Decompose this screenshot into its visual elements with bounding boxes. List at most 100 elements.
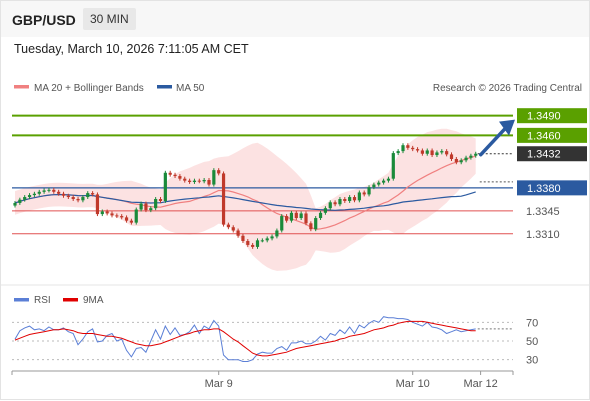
- candle: [95, 192, 100, 217]
- candle: [309, 221, 313, 232]
- candle: [362, 190, 366, 197]
- candle: [202, 178, 206, 184]
- candle-body: [333, 202, 337, 205]
- candle: [386, 176, 391, 183]
- level-value-1.3310: 1.3310: [526, 229, 560, 241]
- level-value-1.3345: 1.3345: [526, 206, 560, 218]
- candle: [81, 195, 85, 203]
- candle-body: [270, 236, 274, 239]
- candle-body: [183, 178, 187, 181]
- candle: [163, 170, 167, 203]
- candle-body: [255, 240, 260, 247]
- candle-body: [314, 218, 318, 230]
- candle-body: [362, 192, 366, 195]
- candle-body: [386, 178, 391, 181]
- candle: [474, 151, 478, 158]
- candle-body: [372, 184, 376, 188]
- candle-body: [299, 213, 303, 219]
- timeframe-button[interactable]: 30 MIN: [83, 8, 136, 30]
- candle-body: [265, 238, 269, 241]
- candle: [255, 238, 260, 249]
- candle: [299, 211, 303, 221]
- candle: [37, 189, 41, 196]
- candle: [110, 211, 114, 218]
- candle-body: [241, 235, 245, 242]
- candle-body: [134, 209, 138, 223]
- candle: [76, 197, 80, 203]
- candle: [391, 151, 395, 181]
- copyright-label: Research © 2026 Trading Central: [433, 83, 582, 94]
- ma20-legend-swatch: [14, 85, 29, 89]
- candle: [285, 214, 289, 223]
- candle-body: [207, 179, 211, 185]
- candle: [18, 197, 22, 205]
- forecast-arrow: [479, 119, 515, 157]
- candle: [168, 170, 172, 177]
- candle: [91, 191, 95, 197]
- candle: [134, 207, 138, 225]
- candle: [100, 209, 104, 217]
- candle-body: [95, 194, 100, 215]
- candle-body: [124, 217, 129, 221]
- candle-body: [420, 150, 424, 154]
- candle-body: [61, 193, 66, 196]
- candle-body: [294, 212, 298, 219]
- candle-body: [459, 160, 463, 163]
- candle: [158, 197, 163, 203]
- x-label-mar-10: Mar 10: [396, 378, 430, 390]
- rsi-9ma-line: [14, 320, 476, 357]
- x-label-mar-12: Mar 12: [463, 378, 497, 390]
- candle-body: [401, 145, 405, 152]
- x-label-mar-9: Mar 9: [205, 378, 233, 390]
- candle-body: [474, 153, 478, 156]
- candle-body: [435, 152, 439, 156]
- candle: [411, 145, 415, 152]
- candle: [454, 157, 458, 165]
- ma50-line: [14, 191, 476, 211]
- rsi-legend-swatch: [14, 298, 29, 302]
- candle: [251, 242, 255, 249]
- candle: [197, 178, 201, 184]
- candle: [420, 148, 424, 156]
- candle-body: [338, 199, 342, 205]
- candle-body: [47, 189, 51, 191]
- candle-body: [328, 202, 332, 209]
- candle: [241, 233, 245, 243]
- candle: [246, 239, 250, 247]
- candle: [343, 197, 347, 203]
- level-value-1.3490: 1.3490: [527, 111, 561, 123]
- candle-body: [382, 180, 386, 183]
- candle-body: [357, 192, 361, 201]
- candle: [236, 228, 240, 238]
- candle-body: [415, 149, 420, 151]
- candle-body: [91, 193, 95, 195]
- candle: [464, 155, 468, 163]
- candle-body: [352, 197, 357, 201]
- candle-body: [154, 199, 158, 209]
- candle-body: [23, 197, 27, 200]
- candle-body: [57, 191, 61, 194]
- candle-body: [81, 197, 85, 201]
- candle: [348, 195, 352, 203]
- candle: [144, 201, 148, 213]
- candle: [275, 228, 279, 239]
- candle-body: [202, 179, 206, 182]
- x-axis: Mar 9 Mar 10 Mar 12: [11, 371, 514, 390]
- candle: [430, 148, 434, 158]
- candle-body: [348, 197, 352, 201]
- candle-body: [425, 150, 429, 154]
- candle: [377, 180, 381, 187]
- rsi-line: [14, 316, 476, 362]
- candle: [27, 193, 32, 200]
- candle: [221, 171, 226, 227]
- candle-body: [246, 241, 250, 245]
- candle: [71, 195, 75, 201]
- candle: [129, 218, 133, 225]
- candle: [396, 149, 400, 156]
- candle: [459, 158, 463, 165]
- candle: [173, 172, 177, 179]
- candle: [401, 143, 405, 154]
- candle: [314, 216, 318, 232]
- candle-body: [280, 216, 284, 231]
- candle-body: [52, 189, 56, 192]
